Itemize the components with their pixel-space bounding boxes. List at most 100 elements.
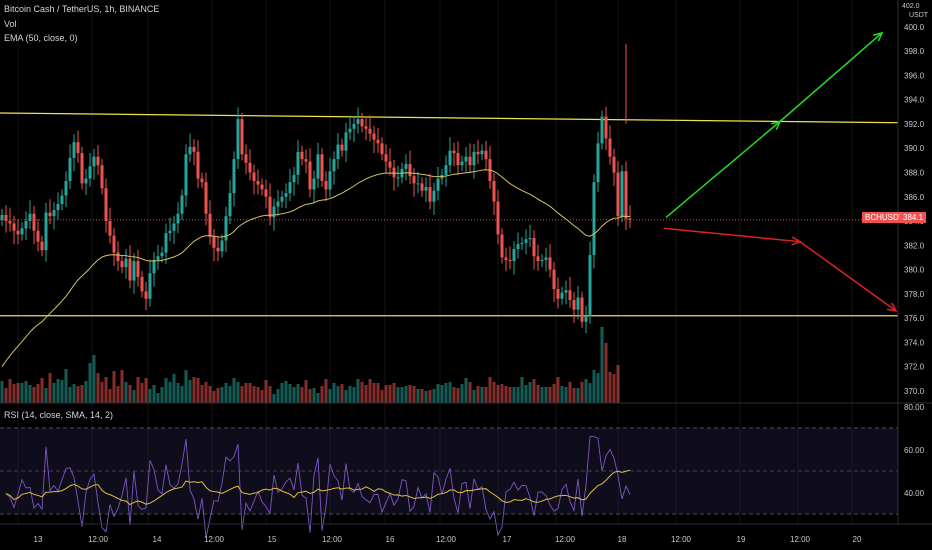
volume-bar xyxy=(392,383,396,403)
volume-bar xyxy=(80,385,84,403)
price-tick-label: 372.0 xyxy=(904,363,925,372)
volume-bar xyxy=(152,385,156,403)
candle-body xyxy=(612,156,616,173)
volume-bar xyxy=(344,390,348,403)
volume-bar xyxy=(328,389,332,403)
candle-body xyxy=(608,138,612,157)
candle-body xyxy=(544,257,548,260)
volume-bar xyxy=(216,388,220,403)
volume-bar xyxy=(308,389,312,403)
candle-body xyxy=(232,159,236,194)
volume-bar xyxy=(248,383,252,403)
candle-body xyxy=(8,221,12,224)
volume-bar xyxy=(568,382,572,403)
volume-bar xyxy=(192,377,196,403)
candle-body xyxy=(188,146,192,155)
candle-body xyxy=(288,182,292,194)
volume-bar xyxy=(364,385,368,403)
volume-bar xyxy=(348,386,352,403)
volume-bar xyxy=(288,384,292,403)
rsi-tick-label: 40.00 xyxy=(904,489,925,498)
vol-legend[interactable]: Vol xyxy=(4,19,17,29)
candle-body xyxy=(120,261,124,268)
candle-body xyxy=(184,154,188,196)
volume-bar xyxy=(20,383,24,403)
candle-body xyxy=(36,230,40,242)
volume-bar xyxy=(600,327,604,403)
volume-bar xyxy=(16,383,20,403)
volume-bar xyxy=(12,384,16,403)
candle-body xyxy=(324,180,328,190)
volume-bar xyxy=(384,385,388,403)
volume-bar xyxy=(432,389,436,403)
candle-body xyxy=(32,213,36,231)
current-price-tag: 384.1 xyxy=(900,212,927,223)
projection-arrows[interactable] xyxy=(663,31,898,312)
horizontal-lines[interactable] xyxy=(0,112,899,317)
volume-bar xyxy=(8,379,12,403)
time-axis[interactable]: 13 12:00 14 12:00 15 12:00 16 12:00 17 12:00 18 12:… xyxy=(34,535,862,544)
rsi-legend[interactable]: RSI (14, close, SMA, 14, 2) xyxy=(4,410,114,420)
rsi-axis[interactable]: 80.00 60.00 40.00 xyxy=(904,403,925,498)
candle-body xyxy=(348,128,352,133)
volume-bar xyxy=(368,379,372,403)
ema-legend[interactable]: EMA (50, close, 0) xyxy=(4,33,78,43)
volume-bar xyxy=(440,385,444,403)
candle-body xyxy=(364,126,368,129)
bearish-arrow-head xyxy=(791,236,802,246)
volume-bar xyxy=(136,377,140,403)
volume-bar xyxy=(512,387,516,403)
candle-body xyxy=(300,151,304,160)
candle-body xyxy=(372,133,376,140)
candle-body xyxy=(136,261,140,277)
volume-bar xyxy=(616,365,620,403)
candle-body xyxy=(272,206,276,218)
candle-body xyxy=(452,150,456,154)
resistance-line[interactable] xyxy=(0,112,899,124)
price-tick-label: 394.0 xyxy=(904,96,925,105)
volume-bar xyxy=(184,370,188,403)
candle-body xyxy=(224,216,228,241)
volume-bar xyxy=(268,386,272,403)
candle-body xyxy=(40,241,44,251)
candle-body xyxy=(68,157,72,181)
candle-body xyxy=(520,242,524,245)
volume-bar xyxy=(464,378,468,403)
candle-body xyxy=(576,297,580,310)
time-tick-label: 12:00 xyxy=(671,535,692,544)
volume-bar xyxy=(220,387,224,403)
time-tick-label: 12:00 xyxy=(322,535,343,544)
ema-line xyxy=(1,169,631,368)
time-tick-label: 17 xyxy=(503,535,512,544)
symbol-legend[interactable]: Bitcoin Cash / TetherUS, 1h, BINANCE xyxy=(4,4,160,14)
candle-body xyxy=(336,144,340,160)
volume-bar xyxy=(504,386,508,403)
volume-bar xyxy=(172,374,176,403)
volume-bar xyxy=(476,386,480,403)
candle-body xyxy=(92,156,96,167)
volume-bar xyxy=(100,382,104,403)
bullish-arrow-head xyxy=(873,31,884,42)
volume-bar xyxy=(320,386,324,403)
volume-bar xyxy=(468,382,472,403)
candle-body xyxy=(44,212,48,251)
candle-body xyxy=(16,230,20,235)
candle-body xyxy=(408,163,412,177)
volume-bar xyxy=(372,383,376,403)
candle-body xyxy=(180,195,184,214)
volume-bar xyxy=(296,384,300,403)
volume-bar xyxy=(404,386,408,403)
candle-body xyxy=(64,180,68,196)
candle-body xyxy=(308,161,312,190)
rsi-line xyxy=(5,436,631,538)
price-tick-label: 388.0 xyxy=(904,168,925,177)
candle-body xyxy=(620,171,624,217)
candle-body xyxy=(60,195,64,205)
volume-bar xyxy=(124,382,128,403)
candle-body xyxy=(624,171,628,219)
candle-body xyxy=(404,163,408,169)
bullish-arrow-head xyxy=(771,120,782,131)
candle-body xyxy=(460,161,464,166)
candle-body xyxy=(204,182,208,214)
